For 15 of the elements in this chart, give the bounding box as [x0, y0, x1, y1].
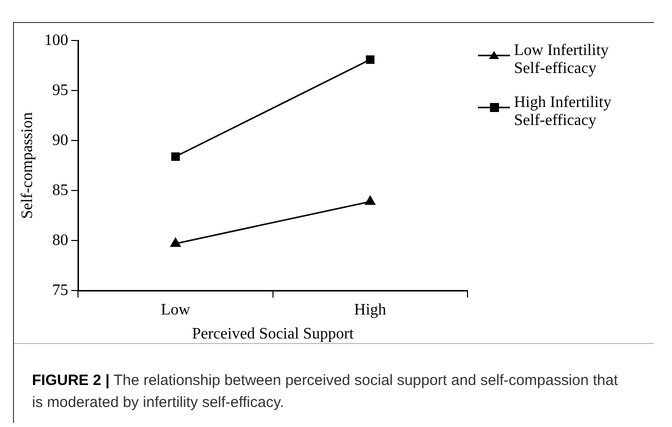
- y-tick-label: 95: [52, 82, 68, 99]
- caption: FIGURE 2 | The relationship between perceived social support and self-compassion that is moderated by infertility self-efficacy.: [32, 371, 619, 413]
- y-tick-label: 85: [52, 182, 68, 199]
- y-tick-label: 100: [44, 32, 68, 49]
- legend-label: Low Infertility Self-efficacy: [514, 42, 610, 78]
- point: [366, 55, 374, 64]
- legend-label: High Infertility Self-efficacy: [514, 94, 612, 130]
- x-tick-label: High: [354, 301, 386, 318]
- y-tick-label: 75: [52, 282, 68, 299]
- y-axis-title: Self-compassion: [18, 112, 36, 219]
- point: [171, 152, 180, 161]
- x-tick-label: Low: [160, 301, 191, 318]
- y-tick-label: 80: [52, 232, 68, 249]
- x-axis-title: Perceived Social Support: [192, 326, 354, 343]
- y-tick-label: 90: [52, 132, 68, 149]
